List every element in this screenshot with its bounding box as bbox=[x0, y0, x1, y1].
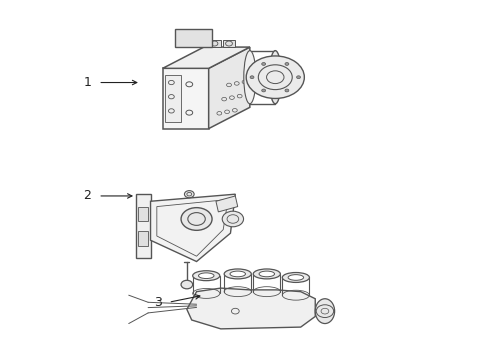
Circle shape bbox=[262, 89, 266, 92]
Polygon shape bbox=[163, 47, 250, 68]
Ellipse shape bbox=[230, 271, 245, 277]
Polygon shape bbox=[163, 68, 209, 129]
Circle shape bbox=[262, 63, 266, 66]
Polygon shape bbox=[175, 30, 212, 47]
Polygon shape bbox=[223, 40, 235, 47]
Circle shape bbox=[184, 191, 194, 198]
Polygon shape bbox=[136, 194, 150, 258]
Ellipse shape bbox=[269, 51, 281, 104]
Ellipse shape bbox=[198, 273, 214, 279]
Circle shape bbox=[181, 208, 212, 230]
Ellipse shape bbox=[224, 269, 251, 279]
Circle shape bbox=[285, 63, 289, 66]
Polygon shape bbox=[165, 76, 181, 122]
Ellipse shape bbox=[259, 271, 274, 277]
Ellipse shape bbox=[193, 271, 220, 281]
Polygon shape bbox=[209, 47, 250, 129]
Ellipse shape bbox=[282, 273, 309, 283]
Polygon shape bbox=[150, 194, 235, 261]
Polygon shape bbox=[138, 231, 148, 246]
Text: 2: 2 bbox=[84, 189, 92, 202]
Text: 3: 3 bbox=[154, 296, 162, 309]
Circle shape bbox=[222, 211, 244, 227]
Circle shape bbox=[250, 76, 254, 78]
Polygon shape bbox=[216, 196, 238, 212]
Ellipse shape bbox=[253, 269, 280, 279]
Polygon shape bbox=[209, 40, 221, 47]
Circle shape bbox=[296, 76, 300, 78]
Ellipse shape bbox=[288, 275, 304, 280]
Circle shape bbox=[246, 56, 304, 99]
Polygon shape bbox=[187, 288, 315, 329]
Ellipse shape bbox=[315, 299, 335, 324]
Polygon shape bbox=[138, 207, 148, 221]
Circle shape bbox=[285, 89, 289, 92]
Ellipse shape bbox=[244, 51, 256, 104]
Text: 1: 1 bbox=[84, 76, 92, 89]
Circle shape bbox=[181, 280, 193, 289]
